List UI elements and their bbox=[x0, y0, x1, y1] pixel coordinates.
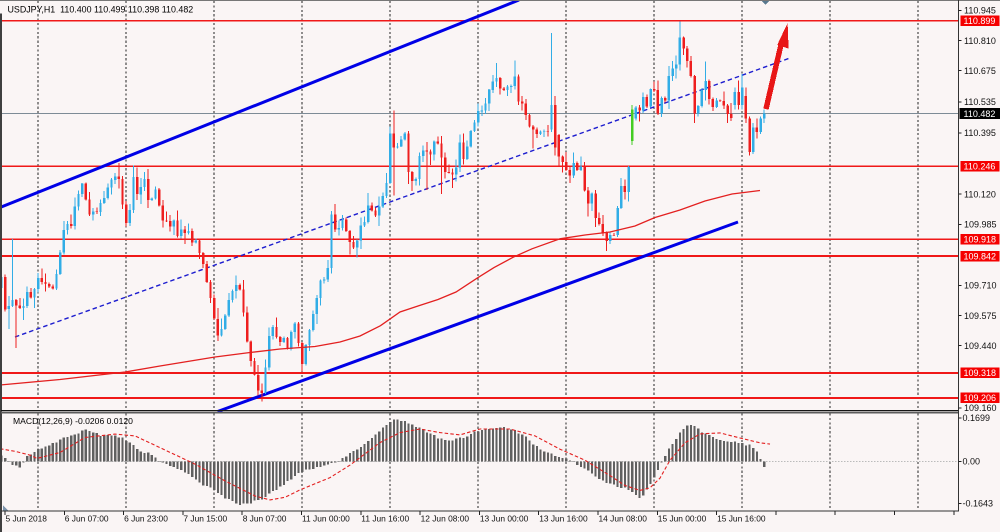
svg-text:110.810: 110.810 bbox=[964, 36, 996, 46]
svg-text:7 Jun 15:00: 7 Jun 15:00 bbox=[183, 514, 227, 524]
svg-text:15 Jun 00:00: 15 Jun 00:00 bbox=[658, 514, 707, 524]
svg-text:109.985: 109.985 bbox=[964, 220, 997, 230]
svg-text:11 Jun 00:00: 11 Jun 00:00 bbox=[302, 514, 350, 524]
svg-text:110.899: 110.899 bbox=[964, 16, 996, 26]
svg-text:109.160: 109.160 bbox=[964, 403, 997, 413]
svg-text:13 Jun 00:00: 13 Jun 00:00 bbox=[480, 514, 529, 524]
svg-text:109.440: 109.440 bbox=[964, 341, 997, 351]
svg-text:110.945: 110.945 bbox=[964, 6, 996, 16]
svg-text:13 Jun 16:00: 13 Jun 16:00 bbox=[539, 514, 588, 524]
svg-text:5 Jun 2018: 5 Jun 2018 bbox=[6, 514, 48, 524]
svg-text:109.575: 109.575 bbox=[964, 311, 997, 321]
svg-text:0.00: 0.00 bbox=[963, 457, 981, 467]
svg-text:12 Jun 08:00: 12 Jun 08:00 bbox=[421, 514, 470, 524]
svg-text:0.1699: 0.1699 bbox=[963, 413, 991, 423]
svg-text:109.206: 109.206 bbox=[964, 393, 997, 403]
svg-text:110.120: 110.120 bbox=[964, 189, 996, 199]
svg-text:109.710: 109.710 bbox=[964, 281, 997, 291]
svg-text:109.842: 109.842 bbox=[964, 252, 997, 262]
svg-text:109.318: 109.318 bbox=[964, 368, 997, 378]
svg-text:110.535: 110.535 bbox=[964, 97, 996, 107]
svg-text:109.918: 109.918 bbox=[964, 235, 997, 245]
svg-text:6 Jun 07:00: 6 Jun 07:00 bbox=[65, 514, 109, 524]
svg-text:110.395: 110.395 bbox=[964, 128, 996, 138]
svg-text:USDJPY,H1 110.400 110.499 110: USDJPY,H1 110.400 110.499 110.398 110.48… bbox=[8, 5, 194, 15]
svg-text:110.482: 110.482 bbox=[964, 109, 996, 119]
svg-text:6 Jun 23:00: 6 Jun 23:00 bbox=[124, 514, 168, 524]
svg-text:14 Jun 08:00: 14 Jun 08:00 bbox=[599, 514, 648, 524]
svg-text:110.675: 110.675 bbox=[964, 66, 996, 76]
svg-text:110.246: 110.246 bbox=[964, 162, 996, 172]
svg-text:8 Jun 07:00: 8 Jun 07:00 bbox=[243, 514, 287, 524]
svg-text:-0.1643: -0.1643 bbox=[963, 499, 994, 509]
svg-text:15 Jun 16:00: 15 Jun 16:00 bbox=[717, 514, 766, 524]
svg-text:11 Jun 16:00: 11 Jun 16:00 bbox=[361, 514, 409, 524]
svg-text:MACD(12,26,9) -0.0206 0.0120: MACD(12,26,9) -0.0206 0.0120 bbox=[13, 416, 133, 426]
